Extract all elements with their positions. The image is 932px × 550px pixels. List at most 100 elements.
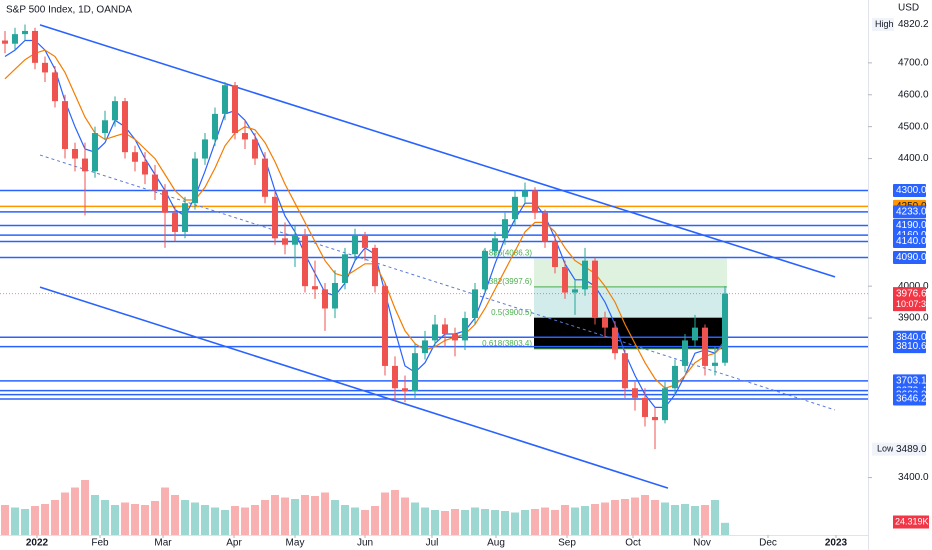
chart-title: S&P 500 Index, 1D, OANDA [6,5,132,16]
x-tick-label: Nov [693,538,711,549]
candle-body [632,388,638,398]
y-tick-label: 3900.0 [898,313,929,324]
candle-body [672,365,678,389]
level-label: 4190.0 [896,220,927,231]
volume-bar [231,506,239,535]
volume-bar [101,500,109,535]
x-tick-label: May [286,538,305,549]
candle-body [302,235,308,287]
volume-bar [341,505,349,535]
level-label: 4140.0 [896,236,927,247]
volume-bar [291,499,299,535]
y-tick-label: 4000.0 [898,281,929,292]
candle-body [372,247,378,287]
volume-bar [191,502,199,535]
volume-bar [21,509,29,535]
volume-bar [571,507,579,535]
level-label-box [893,374,926,388]
candle-body [202,139,208,159]
candle-body [472,289,478,319]
candle-body [602,318,608,328]
volume-bar [631,497,639,535]
volume-bar [581,506,589,535]
last-price-box [893,287,926,312]
volume-bar [371,506,379,535]
level-label: 4233.0 [896,206,927,217]
candle-body [132,152,138,162]
volume-bar [431,510,439,535]
x-tick-label: Feb [91,538,109,549]
volume-bar [651,500,659,535]
x-tick-label: Mar [154,538,172,549]
fib-label: 0.5(3900.5) [491,308,532,317]
candle-body [432,324,438,341]
volume-bar [531,509,539,535]
volume-bar [111,505,119,535]
volume-bar [621,499,629,535]
volume-label: 24.319K [895,516,929,526]
volume-bar [151,501,159,535]
volume-bar [551,510,559,535]
volume-label-box [893,515,929,529]
candle-body [142,161,148,175]
fib-label: 0.382(3997.6) [482,277,532,286]
candle-body [622,353,628,389]
volume-bar [51,500,59,535]
volume-bar [601,502,609,535]
volume-bar [611,500,619,535]
candle-body [402,388,408,392]
volume-bar [701,505,709,535]
low-value: 3489.0 [896,444,927,455]
plot: 3400.0 3900.0 4000.0 4400.0 4500.0 4600.0 4700… [0,18,931,549]
volume-bar [301,495,309,535]
volume-bar [201,505,209,535]
high-name-box [872,18,894,32]
volume-bar [451,509,459,535]
candle-body [532,190,538,213]
y-tick-label: 4700.0 [898,57,929,68]
candle-body [512,196,518,220]
candle-body [382,286,388,366]
candle-body [572,289,578,293]
low-name: Low [877,444,894,454]
candle-body [192,158,198,204]
candle-body [592,260,598,319]
candle-body [642,397,648,417]
candle-body [42,62,48,73]
candle-body [552,241,558,268]
candle-body [482,251,488,290]
currency: USD [898,3,919,14]
candle-body [212,113,218,140]
x-tick-label: Apr [226,538,242,549]
candle-body [182,203,188,232]
volume-bar [671,505,679,535]
volume-bar [131,504,139,535]
volume-bar [161,487,169,535]
candle-body [72,148,78,159]
candle-body [362,235,368,248]
volume-bar [61,492,69,535]
volume-bar [181,500,189,535]
candle-body [32,30,38,63]
candle-body [412,353,418,392]
volume-bar [711,500,719,535]
volume-bar [1,505,9,535]
volume-bar [661,502,669,535]
trend-line [39,286,669,489]
volume-bar [241,507,249,535]
candle-body [312,286,318,290]
volume-bar [691,506,699,535]
x-tick-label: Aug [487,538,505,549]
volume-bar [391,490,399,535]
volume-bar [381,492,389,535]
volume-bar [421,507,429,535]
volume-bar [171,495,179,535]
low-name-box [872,442,894,456]
candle-body [502,219,508,239]
level-label: 3703.1 [896,376,927,387]
level-label: 3810.6 [896,341,927,352]
candle-body [22,30,28,35]
volume-bar [251,505,259,535]
